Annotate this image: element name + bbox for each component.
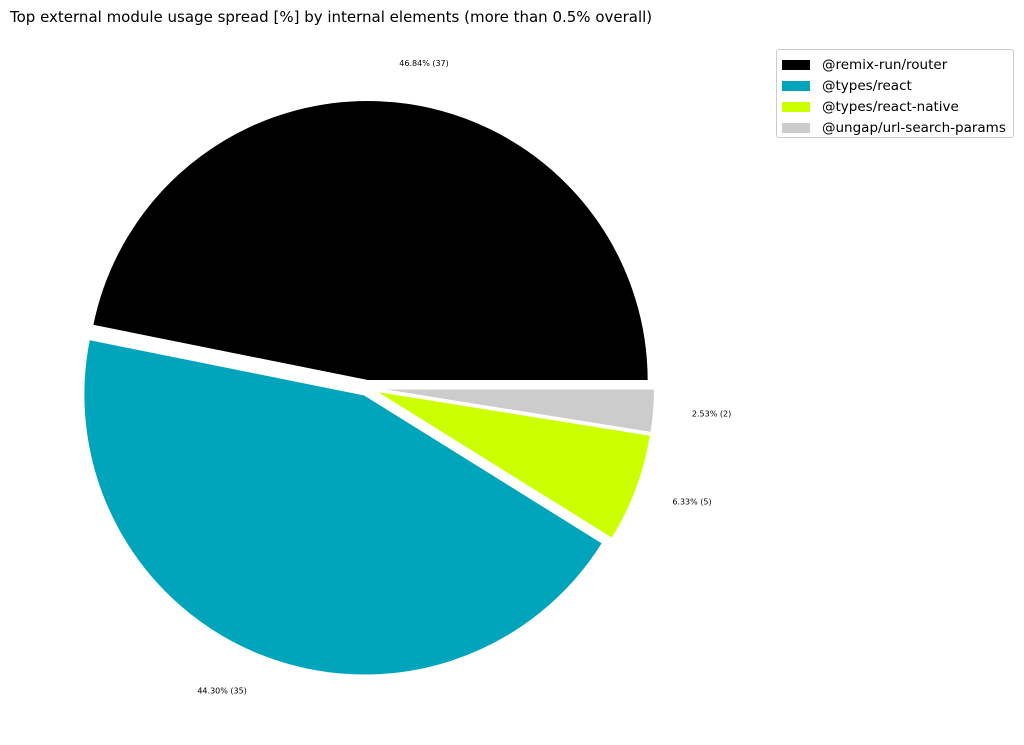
- pie-slice-1: [82, 337, 605, 677]
- legend-swatch-3: [782, 122, 810, 133]
- legend-label-2: @types/react-native: [822, 98, 959, 115]
- legend-swatch-0: [782, 59, 810, 70]
- pie-slice-labels: 46.84% (37) 44.30% (35) 6.33% (5) 2.53% (2): [197, 59, 731, 695]
- pie-slices: [82, 99, 656, 677]
- legend-item-1: @types/react: [777, 75, 1013, 96]
- legend-item-0: @remix-run/router: [777, 54, 1013, 75]
- legend-swatch-1: [782, 80, 810, 91]
- legend-label-1: @types/react: [822, 77, 912, 94]
- legend-item-2: @types/react-native: [777, 96, 1013, 117]
- pie-slice-label-0: 46.84% (37): [399, 59, 448, 68]
- legend-item-3: @ungap/url-search-params: [777, 117, 1013, 138]
- legend-label-3: @ungap/url-search-params: [822, 119, 1006, 136]
- pie-slice-3: [373, 387, 656, 435]
- pie-slice-label-1: 44.30% (35): [197, 686, 246, 695]
- legend: @remix-run/router @types/react @types/reac…: [776, 49, 1014, 138]
- pie-slice-label-2: 6.33% (5): [672, 498, 711, 507]
- chart-title: Top external module usage spread [%] by …: [10, 8, 653, 26]
- pie-slice-0: [91, 99, 650, 383]
- pie-slice-label-3: 2.53% (2): [692, 409, 731, 418]
- legend-swatch-2: [782, 101, 810, 112]
- pie-slice-2: [373, 389, 653, 541]
- legend-label-0: @remix-run/router: [822, 56, 948, 73]
